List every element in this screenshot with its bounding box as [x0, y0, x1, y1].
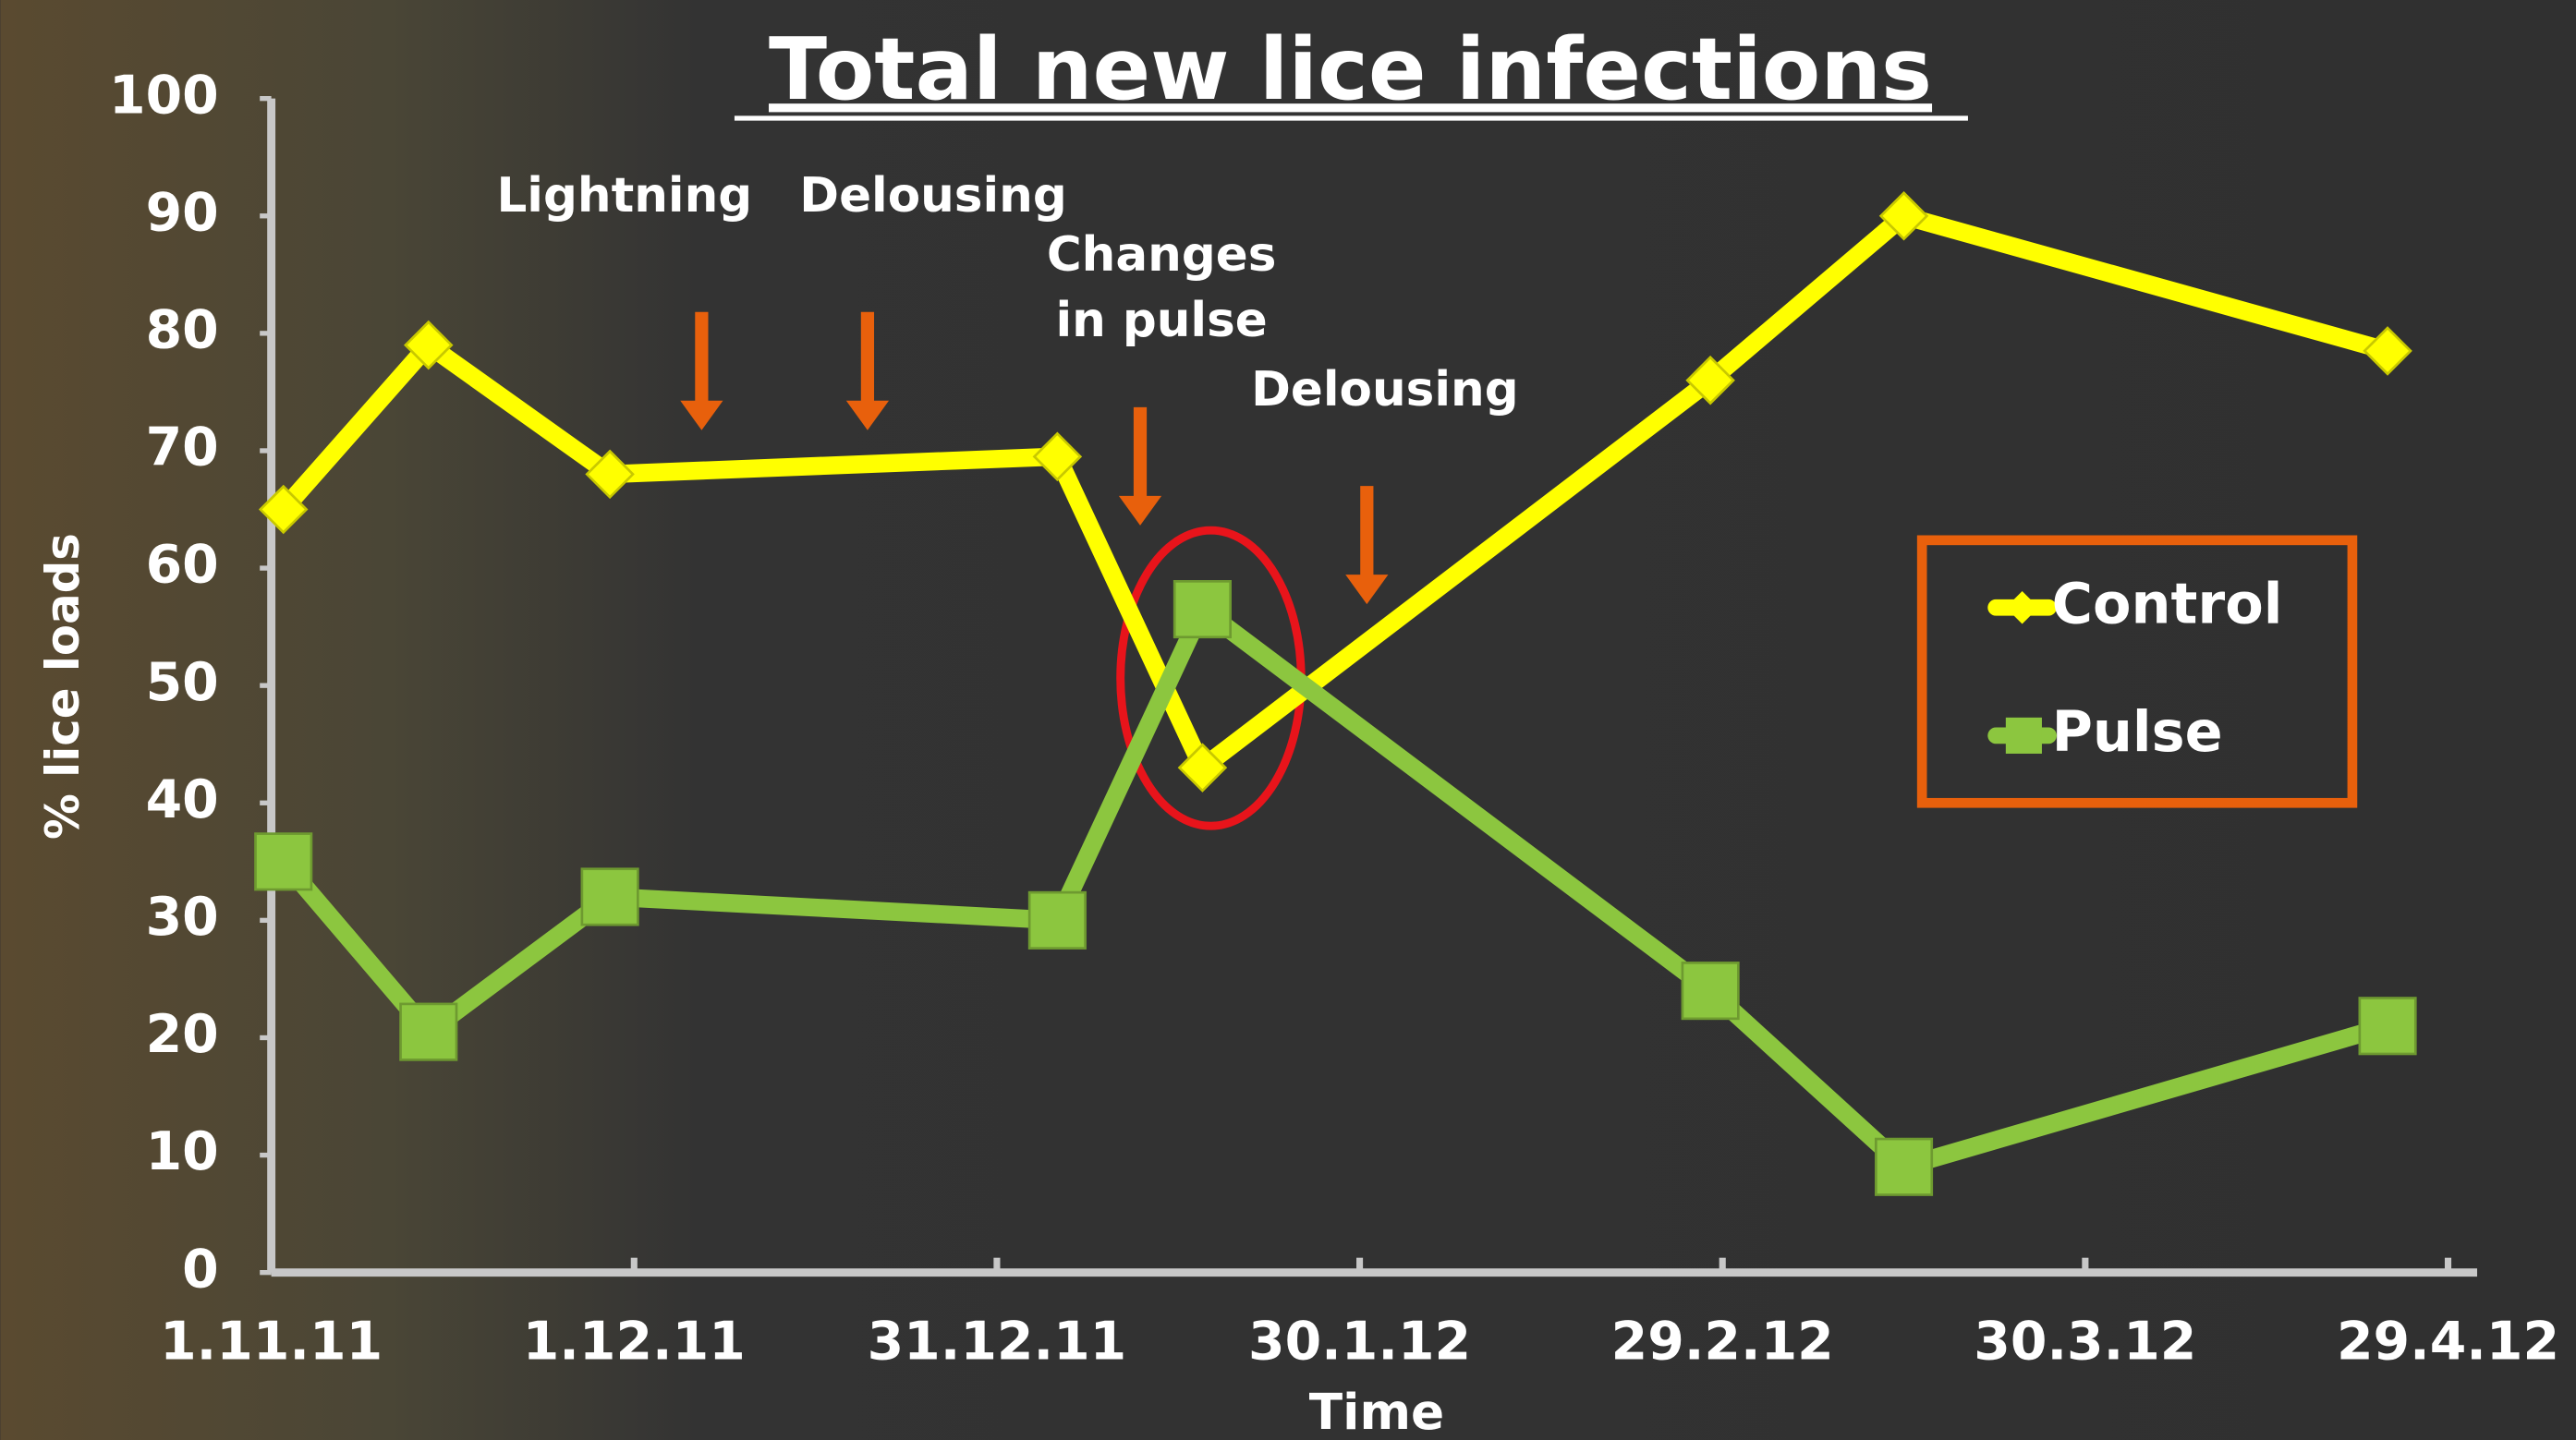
marker	[1029, 892, 1085, 948]
y-tick-label: 80	[146, 299, 219, 360]
x-tick-label: 29.2.12	[1611, 1312, 1834, 1373]
x-axis-title: Time	[1309, 1384, 1444, 1440]
y-tick-label: 40	[146, 769, 219, 830]
x-tick-label: 1.12.11	[523, 1312, 746, 1373]
x-tick-label: 31.12.11	[868, 1312, 1127, 1373]
marker	[256, 834, 311, 889]
page: {"chart_data": { "type": "line", "title"…	[0, 0, 2576, 1440]
y-tick-label: 50	[146, 652, 219, 713]
marker	[582, 869, 638, 925]
marker	[2360, 998, 2415, 1054]
annotation: Delousing	[1251, 362, 1518, 417]
y-tick-label: 90	[146, 182, 219, 243]
chart-title: Total new lice infections	[769, 19, 1932, 119]
annotation: Lightning	[496, 168, 752, 224]
x-tick-label: 1.11.11	[160, 1312, 383, 1373]
marker	[1683, 962, 1738, 1018]
legend-marker	[2006, 718, 2042, 754]
y-tick-label: 10	[146, 1121, 219, 1182]
annotation: Changes	[1047, 227, 1277, 283]
marker	[1174, 581, 1230, 636]
marker	[1876, 1139, 1931, 1194]
x-tick-label: 29.4.12	[2337, 1312, 2559, 1373]
y-tick-label: 100	[109, 65, 219, 126]
y-tick-label: 70	[146, 417, 219, 478]
y-tick-label: 30	[146, 887, 219, 948]
y-tick-label: 0	[182, 1239, 219, 1300]
chart: Total new lice infections Time % lice lo…	[0, 0, 2576, 1440]
annotation: in pulse	[1056, 293, 1268, 348]
x-tick-label: 30.1.12	[1248, 1312, 1471, 1373]
annotation: Delousing	[799, 168, 1066, 224]
marker	[401, 1004, 456, 1059]
legend-label: Control	[2052, 572, 2283, 636]
y-tick-label: 60	[146, 535, 219, 596]
x-tick-label: 30.3.12	[1974, 1312, 2196, 1373]
y-axis-title: % lice loads	[36, 533, 90, 840]
legend-label: Pulse	[2052, 700, 2223, 765]
y-tick-label: 20	[146, 1004, 219, 1065]
